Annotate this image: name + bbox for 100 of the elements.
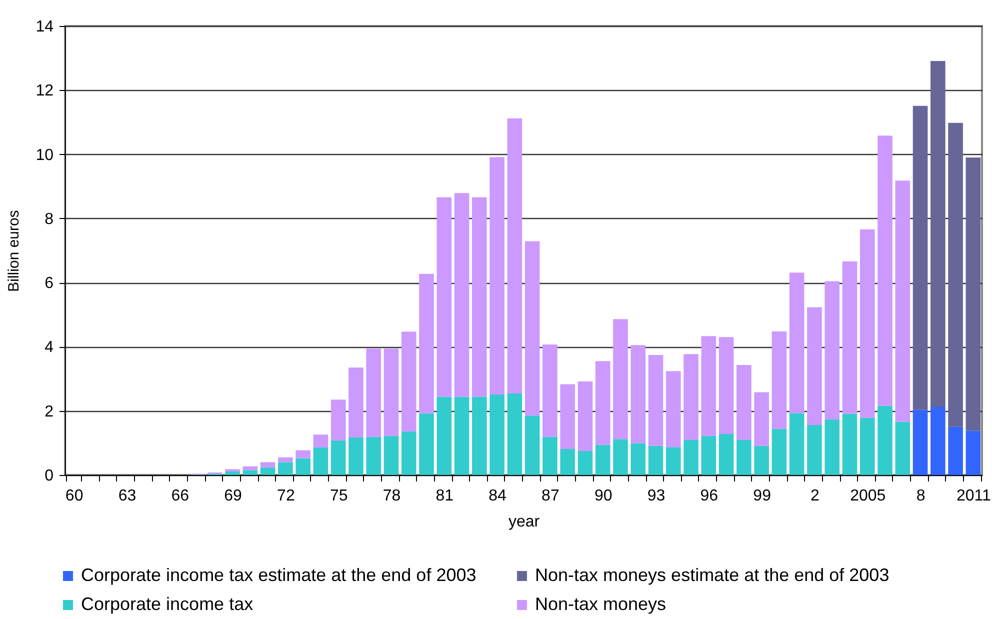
bar <box>348 368 364 438</box>
bar <box>878 136 892 406</box>
x-tick-label: 84 <box>488 488 507 504</box>
bar <box>966 157 981 431</box>
bar <box>330 440 346 475</box>
bar <box>366 348 382 437</box>
bar <box>648 355 664 446</box>
legend-label: Corporate income tax estimate at the end of 2003 <box>81 565 476 585</box>
bar <box>701 436 716 475</box>
bar <box>366 436 382 475</box>
bar <box>684 440 698 475</box>
bar <box>948 122 963 427</box>
bar <box>666 447 681 475</box>
x-tick-label: 78 <box>382 488 401 504</box>
bar <box>560 449 575 475</box>
bar <box>912 106 928 410</box>
bar <box>895 422 910 475</box>
x-tick-label: 60 <box>65 488 84 504</box>
bar <box>736 364 752 440</box>
bar <box>524 416 540 475</box>
bar <box>807 307 822 425</box>
x-tick-label: 90 <box>594 488 612 504</box>
x-tick-label: 81 <box>436 488 454 504</box>
bar <box>296 450 310 458</box>
bar <box>595 444 610 475</box>
x-tick-label: 8 <box>916 488 926 504</box>
bar <box>912 410 928 475</box>
bar <box>419 413 434 475</box>
bar <box>578 450 593 475</box>
bar <box>630 345 646 444</box>
bar <box>490 157 504 394</box>
x-tick-label: 72 <box>277 488 295 504</box>
x-tick-label: 2005 <box>850 488 886 504</box>
bar <box>595 361 610 445</box>
bar <box>754 446 769 475</box>
legend-label: Corporate income tax <box>81 594 254 614</box>
y-tick-label: 10 <box>36 146 54 164</box>
bar <box>701 336 716 436</box>
bar <box>384 436 399 475</box>
x-tick-label: 66 <box>171 488 190 504</box>
bar <box>878 406 892 475</box>
bar <box>330 400 346 440</box>
bar <box>296 458 310 475</box>
bar <box>966 430 981 475</box>
bar <box>807 424 822 475</box>
bar <box>225 471 240 475</box>
bar <box>718 434 734 475</box>
bar <box>789 272 804 414</box>
bar <box>401 431 416 475</box>
bar <box>436 197 452 397</box>
bar <box>384 348 399 436</box>
bar <box>842 414 858 475</box>
bar <box>736 440 752 475</box>
x-tick-label: 96 <box>700 488 718 504</box>
bar <box>860 418 875 475</box>
bar <box>260 462 276 468</box>
bar <box>507 118 522 394</box>
x-tick-label: 63 <box>118 488 136 504</box>
bar <box>930 407 946 475</box>
x-tick-label: 75 <box>330 488 348 504</box>
bar <box>348 437 364 475</box>
legend-label: Non-tax moneys estimate at the end of 2003 <box>535 565 890 585</box>
x-tick-label: 93 <box>647 488 666 504</box>
y-tick-label: 4 <box>44 339 54 356</box>
x-tick-label: 2011 <box>956 488 991 504</box>
bar <box>542 344 558 437</box>
bar <box>472 396 487 475</box>
bar <box>895 180 910 422</box>
x-tick-label: 2 <box>810 488 820 504</box>
bar <box>860 229 875 418</box>
bar <box>754 392 769 446</box>
bar <box>507 394 522 475</box>
bar <box>454 193 470 397</box>
bar <box>313 447 328 475</box>
y-tick-label: 6 <box>44 275 54 292</box>
y-tick-label: 2 <box>44 403 54 420</box>
bar <box>260 467 276 475</box>
bar <box>436 396 452 475</box>
bar <box>824 281 840 420</box>
bar <box>313 434 328 448</box>
bar <box>648 446 664 475</box>
bar <box>789 413 804 475</box>
x-axis-title: year <box>508 514 540 530</box>
bar <box>419 274 434 414</box>
bar <box>472 197 487 397</box>
x-tick-label: 87 <box>542 488 560 504</box>
y-tick-label: 14 <box>36 18 54 36</box>
bar <box>666 371 681 448</box>
y-tick-label: 12 <box>36 82 54 100</box>
y-tick-label: 8 <box>44 210 54 228</box>
bar <box>278 462 293 475</box>
x-tick-label: 99 <box>753 488 772 504</box>
bar <box>613 319 628 440</box>
bar <box>930 60 946 408</box>
bar <box>630 443 646 475</box>
bar <box>772 331 787 429</box>
bar <box>948 426 963 475</box>
bar <box>490 394 504 475</box>
x-tick-label: 69 <box>224 488 242 504</box>
bar <box>401 332 416 432</box>
